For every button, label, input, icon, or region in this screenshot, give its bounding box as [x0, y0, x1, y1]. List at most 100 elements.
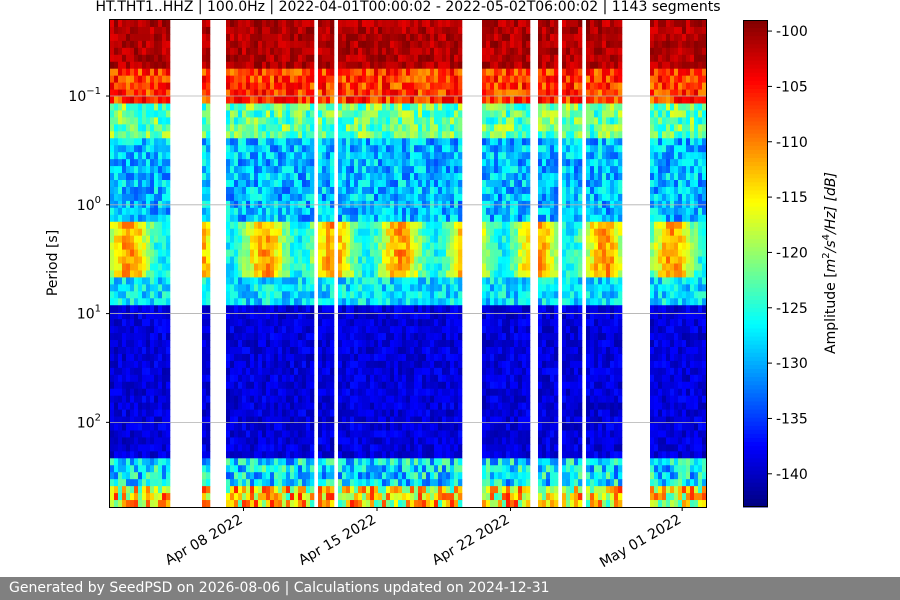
heatmap-cell: [370, 89, 375, 98]
heatmap-cell: [202, 68, 207, 77]
heatmap-cell: [114, 193, 119, 202]
heatmap-cell: [274, 117, 279, 125]
heatmap-cell: [402, 152, 407, 160]
heatmap-cell: [258, 381, 263, 390]
heatmap-cell: [326, 110, 331, 118]
heatmap-cell: [278, 333, 283, 341]
heatmap-cell: [130, 26, 135, 35]
heatmap-cell: [378, 423, 383, 431]
heatmap-cell: [430, 40, 435, 49]
heatmap-cell: [306, 235, 311, 244]
heatmap-cell: [438, 47, 443, 56]
heatmap-cell: [450, 89, 455, 98]
heatmap-cell: [242, 437, 247, 445]
heatmap-cell: [310, 173, 315, 181]
heatmap-cell: [370, 270, 375, 278]
heatmap-cell: [262, 353, 267, 362]
heatmap-cell: [114, 374, 119, 383]
heatmap-cell: [258, 423, 263, 431]
heatmap-cell: [430, 395, 435, 404]
heatmap-cell: [378, 402, 383, 411]
heatmap-cell: [234, 26, 239, 35]
heatmap-cell: [150, 33, 155, 42]
heatmap-cell: [366, 26, 371, 35]
heatmap-cell: [390, 326, 395, 334]
heatmap-cell: [438, 33, 443, 42]
heatmap-cell: [374, 82, 379, 91]
heatmap-cell: [126, 40, 131, 49]
heatmap-cell: [158, 96, 163, 104]
heatmap-cell: [146, 423, 151, 431]
heatmap-cell: [322, 263, 327, 271]
heatmap-cell: [158, 409, 163, 418]
heatmap-cell: [250, 159, 255, 167]
heatmap-cell: [138, 40, 143, 49]
heatmap-cell: [282, 173, 287, 181]
heatmap-cell: [382, 458, 387, 466]
heatmap-cell: [386, 437, 391, 445]
heatmap-cell: [110, 166, 115, 174]
heatmap-cell: [358, 381, 363, 390]
heatmap-cell: [410, 472, 415, 480]
heatmap-cell: [150, 423, 155, 431]
heatmap-cell: [358, 423, 363, 431]
heatmap-cell: [206, 472, 211, 480]
heatmap-cell: [234, 430, 239, 438]
heatmap-cell: [254, 193, 259, 202]
heatmap-cell: [162, 131, 167, 139]
heatmap-cell: [442, 367, 447, 376]
heatmap-cell: [366, 437, 371, 445]
heatmap-cell: [322, 402, 327, 411]
heatmap-cell: [422, 312, 427, 320]
heatmap-cell: [382, 437, 387, 445]
heatmap-cell: [246, 270, 251, 278]
heatmap-cell: [274, 451, 279, 459]
heatmap-cell: [162, 47, 167, 56]
heatmap-cell: [386, 451, 391, 459]
heatmap-cell: [150, 193, 155, 202]
heatmap-cell: [130, 117, 135, 125]
heatmap-cell: [122, 96, 127, 104]
heatmap-cell: [142, 395, 147, 404]
heatmap-cell: [234, 402, 239, 411]
heatmap-cell: [434, 291, 439, 299]
heatmap-cell: [254, 131, 259, 139]
heatmap-cell: [382, 96, 387, 104]
heatmap-cell: [370, 381, 375, 390]
heatmap-cell: [202, 430, 207, 438]
heatmap-cell: [118, 291, 123, 299]
heatmap-cell: [394, 284, 399, 292]
heatmap-cell: [326, 33, 331, 42]
heatmap-cell: [118, 117, 123, 125]
heatmap-cell: [374, 437, 379, 445]
heatmap-cell: [342, 326, 347, 334]
heatmap-cell: [258, 458, 263, 466]
heatmap-cell: [390, 319, 395, 327]
heatmap-cell: [166, 465, 171, 473]
heatmap-cell: [430, 193, 435, 202]
heatmap-cell: [354, 159, 359, 167]
heatmap-cell: [138, 312, 143, 320]
heatmap-cell: [262, 228, 267, 237]
heatmap-cell: [406, 326, 411, 334]
heatmap-cell: [262, 263, 267, 271]
heatmap-cell: [122, 291, 127, 299]
heatmap-cell: [290, 166, 295, 174]
heatmap-cell: [118, 33, 123, 42]
heatmap-cell: [154, 96, 159, 104]
heatmap-cell: [158, 298, 163, 306]
heatmap-cell: [354, 228, 359, 237]
heatmap-cell: [446, 207, 451, 216]
heatmap-cell: [226, 159, 231, 167]
heatmap-cell: [266, 138, 271, 146]
heatmap-cell: [130, 409, 135, 418]
heatmap-cell: [446, 319, 451, 327]
heatmap-cell: [310, 409, 315, 418]
heatmap-cell: [162, 333, 167, 341]
heatmap-cell: [114, 221, 119, 230]
heatmap-cell: [246, 326, 251, 334]
heatmap-cell: [414, 367, 419, 376]
heatmap-cell: [434, 437, 439, 445]
heatmap-cell: [442, 284, 447, 292]
heatmap-cell: [338, 388, 343, 397]
